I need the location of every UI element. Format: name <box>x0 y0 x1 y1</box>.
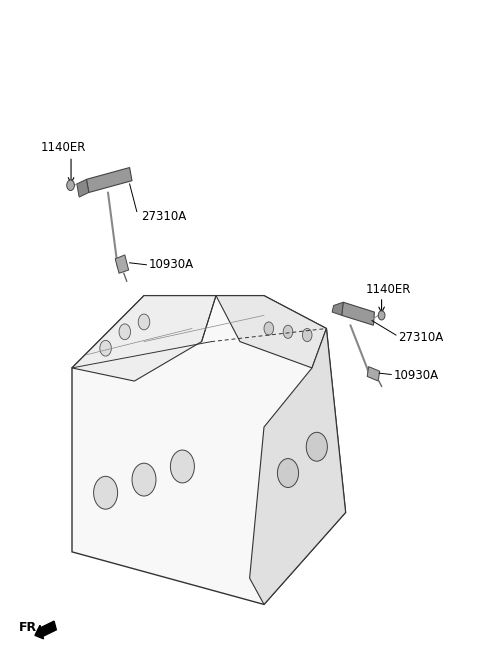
Polygon shape <box>86 168 132 193</box>
Circle shape <box>306 432 327 461</box>
Text: 27310A: 27310A <box>142 210 187 223</box>
Text: 10930A: 10930A <box>394 369 439 382</box>
Circle shape <box>67 180 74 191</box>
Circle shape <box>138 314 150 330</box>
Polygon shape <box>115 255 129 273</box>
Text: 1140ER: 1140ER <box>41 141 86 154</box>
Circle shape <box>277 459 299 487</box>
Polygon shape <box>367 367 380 381</box>
Circle shape <box>302 328 312 342</box>
Circle shape <box>283 325 293 338</box>
FancyArrow shape <box>35 621 56 639</box>
Polygon shape <box>72 296 346 604</box>
Polygon shape <box>77 179 89 197</box>
Circle shape <box>119 324 131 340</box>
Text: FR.: FR. <box>19 621 42 634</box>
Polygon shape <box>72 296 216 381</box>
Text: 1140ER: 1140ER <box>366 283 411 296</box>
Polygon shape <box>342 302 374 325</box>
Circle shape <box>170 450 194 483</box>
Circle shape <box>378 311 385 320</box>
Polygon shape <box>216 296 326 368</box>
Text: 27310A: 27310A <box>398 330 444 344</box>
Text: 10930A: 10930A <box>149 258 194 271</box>
Circle shape <box>100 340 111 356</box>
Circle shape <box>132 463 156 496</box>
Polygon shape <box>332 302 343 315</box>
Polygon shape <box>250 328 346 604</box>
Circle shape <box>264 322 274 335</box>
Circle shape <box>94 476 118 509</box>
